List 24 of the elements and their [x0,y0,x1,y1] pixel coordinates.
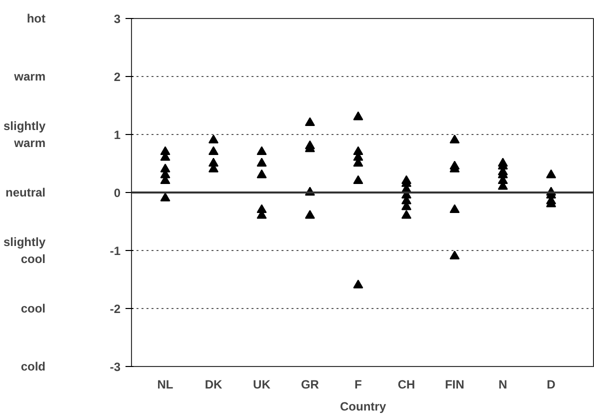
y-tick-label: 1 [114,128,121,142]
y-tick-label: -1 [110,244,121,258]
x-tick-label: FIN [444,378,464,392]
x-tick-label: UK [253,378,271,392]
y-tick-label: 2 [114,70,121,84]
text: cool [20,302,46,316]
text: cold [20,360,46,374]
y-tick-label: -2 [110,302,121,316]
x-tick-label: CH [398,378,416,392]
y-tick-label: 3 [114,12,121,26]
y-tick-label: 0 [114,186,121,200]
text: warm [13,70,46,84]
x-tick-label: DK [204,378,222,392]
x-tick-label: GR [300,378,320,392]
x-axis-title: Country [340,400,386,414]
text: slightly warm [3,119,46,150]
x-tick-label: D [546,378,556,392]
text: slightly cool [3,235,46,266]
y-tick-label: -3 [110,360,121,374]
x-tick-label: N [498,378,508,392]
text: hot [26,12,46,26]
x-tick-label: F [354,378,362,392]
text: neutral [5,186,46,200]
x-tick-label: NL [157,378,174,392]
